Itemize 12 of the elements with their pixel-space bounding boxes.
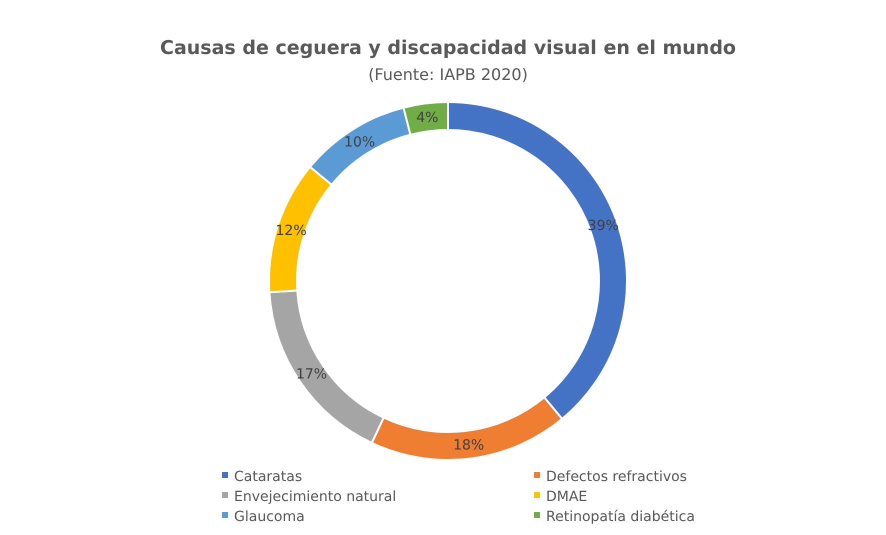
chart-title: Causas de ceguera y discapacidad visual en el mundo [160, 37, 736, 59]
chart-subtitle: (Fuente: IAPB 2020) [368, 65, 528, 84]
legend-label: Retinopatía diabética [546, 508, 695, 525]
data-label: 18% [453, 438, 484, 454]
legend-label: Defectos refractivos [546, 468, 687, 485]
legend-label: Glaucoma [234, 508, 305, 525]
legend-label: Envejecimiento natural [234, 488, 396, 505]
legend-label: Cataratas [234, 468, 302, 485]
data-label: 10% [344, 134, 376, 151]
data-label: 4% [416, 110, 438, 126]
legend-label: DMAE [546, 488, 588, 505]
data-label: 17% [296, 366, 328, 383]
